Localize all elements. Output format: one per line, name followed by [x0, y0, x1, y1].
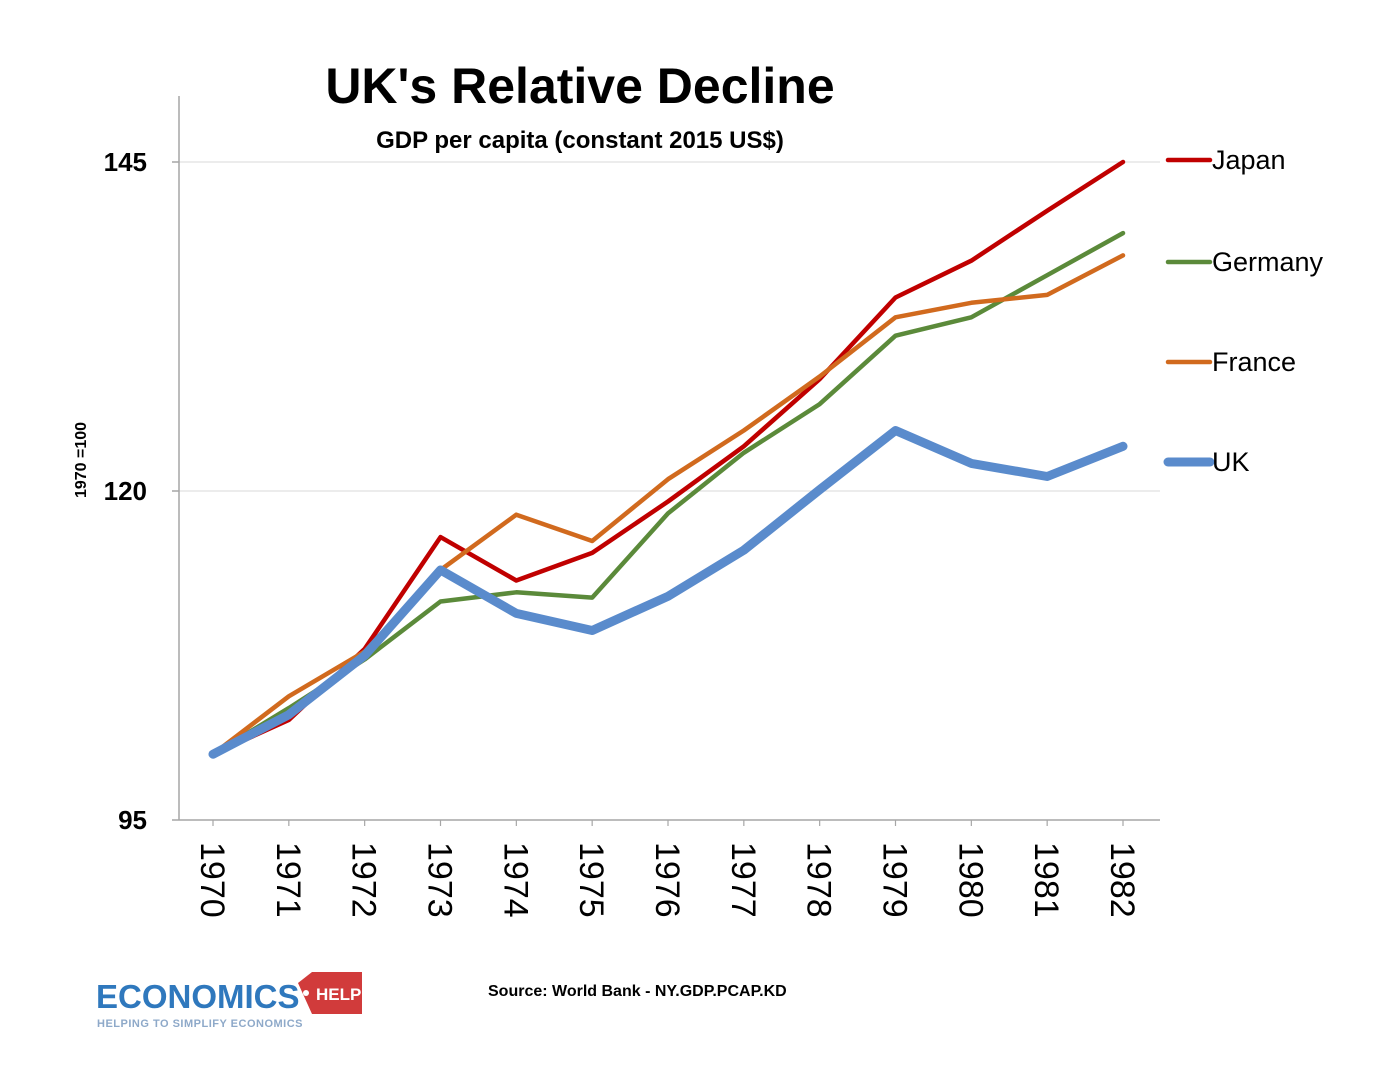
x-tick-label: 1973 [421, 842, 459, 918]
legend: Japan Germany France UK [1163, 145, 1324, 477]
x-tick-labels: 1970 1971 1972 1973 1974 1975 1976 1977 1978 1979… [193, 820, 1141, 918]
legend-label-germany: Germany [1212, 247, 1324, 277]
x-tick-label: 1974 [496, 842, 534, 918]
legend-label-japan: Japan [1212, 145, 1286, 175]
y-tick-label: 145 [104, 147, 147, 177]
economics-help-logo: ECONOMICS HELP HELPING TO SIMPLIFY ECONO… [96, 972, 362, 1030]
y-tick-label: 120 [104, 476, 147, 506]
logo-badge-text: HELP [316, 985, 361, 1004]
y-axis-label: 1970 =100 [73, 422, 90, 498]
chart-subtitle: GDP per capita (constant 2015 US$) [376, 127, 784, 154]
series-line-uk [208, 426, 1128, 759]
legend-label-uk: UK [1212, 447, 1250, 477]
x-tick-label: 1972 [345, 842, 383, 918]
source-note: Source: World Bank - NY.GDP.PCAP.KD [488, 983, 787, 1000]
x-tick-label: 1981 [1027, 842, 1065, 918]
chart-title: UK's Relative Decline [325, 58, 834, 114]
axes [178, 96, 1160, 821]
x-tick-label: 1970 [193, 842, 231, 918]
x-tick-label: 1979 [876, 842, 914, 918]
logo-wordmark: ECONOMICS [96, 978, 300, 1015]
x-tick-label: 1971 [269, 842, 307, 918]
x-tick-label: 1978 [800, 842, 838, 918]
legend-label-france: France [1212, 347, 1296, 377]
logo-badge-hole [303, 990, 309, 996]
series-lines [208, 159, 1128, 759]
x-tick-label: 1976 [648, 842, 686, 918]
gridlines [179, 161, 1160, 492]
y-tick-labels: 95 120 145 [104, 147, 179, 835]
logo-badge-shape [298, 972, 362, 1014]
series-line-france [210, 253, 1126, 757]
x-tick-label: 1975 [572, 842, 610, 918]
y-tick-label: 95 [118, 805, 147, 835]
x-tick-label: 1977 [724, 842, 762, 918]
x-tick-label: 1980 [951, 842, 989, 918]
series-line-germany [210, 230, 1126, 757]
x-tick-label: 1982 [1103, 842, 1141, 918]
logo-tagline: HELPING TO SIMPLIFY ECONOMICS [97, 1018, 303, 1030]
